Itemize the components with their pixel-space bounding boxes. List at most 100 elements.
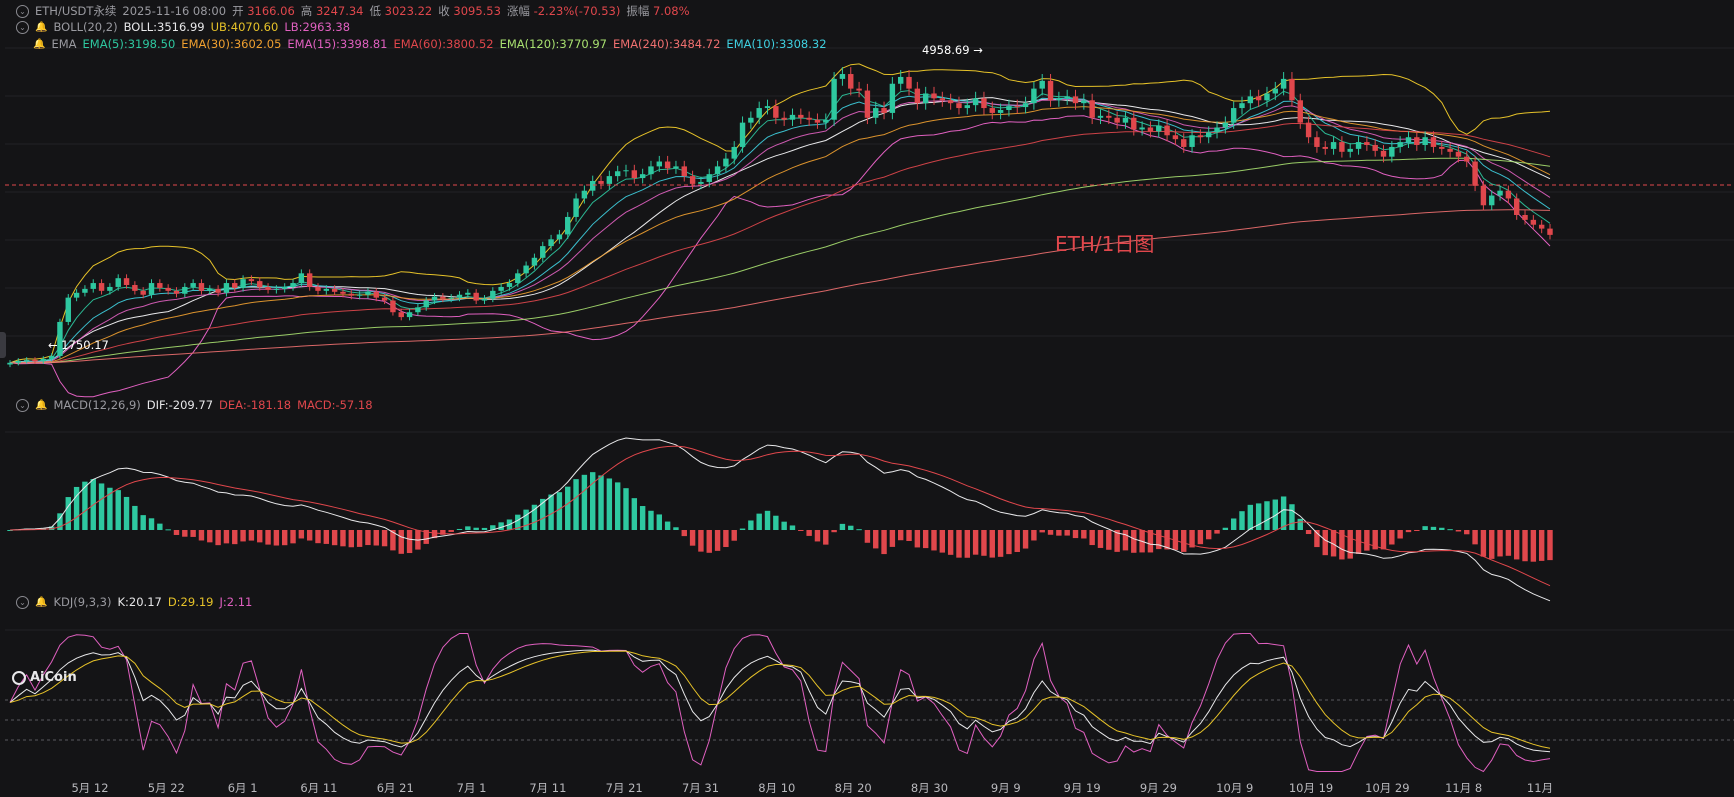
macd-bar <box>1106 530 1112 550</box>
macd-bar <box>839 523 846 530</box>
macd-bar <box>1497 530 1503 557</box>
candle-body <box>1305 122 1312 138</box>
candle-body <box>1230 108 1237 123</box>
macd-bar <box>1405 530 1412 533</box>
macd-bar <box>1122 530 1129 551</box>
chevron-down-icon[interactable]: ⌄ <box>16 595 29 609</box>
chevron-down-icon[interactable]: ⌄ <box>16 20 29 34</box>
candle-body <box>972 98 979 106</box>
macd-bar <box>281 530 288 546</box>
x-tick-label: 6月 1 <box>227 781 258 795</box>
chevron-down-icon[interactable]: ⌄ <box>16 4 29 18</box>
macd-bar <box>540 498 546 530</box>
macd-dif-line <box>9 437 1551 602</box>
macd-bar <box>1222 527 1229 530</box>
macd-bar <box>589 472 596 530</box>
macd-bar <box>1006 530 1012 555</box>
macd-bar <box>1147 530 1154 553</box>
chevron-down-icon[interactable]: ⌄ <box>16 398 29 412</box>
kdj-d: D:29.19 <box>167 595 214 609</box>
candle-body <box>1322 146 1328 149</box>
macd-bar <box>1489 530 1495 559</box>
candle-body <box>689 176 696 184</box>
candle-body <box>65 297 71 322</box>
macd-bar <box>1414 530 1420 531</box>
candle-body <box>1397 142 1403 147</box>
candle-body <box>1280 78 1287 89</box>
x-tick-label: 9月 19 <box>1063 781 1101 795</box>
macd-bar <box>1538 530 1545 561</box>
macd-bar <box>1330 530 1337 557</box>
x-tick-label: 7月 11 <box>529 781 567 795</box>
candle-body <box>914 88 921 104</box>
macd-bar <box>1047 530 1054 535</box>
candle-body <box>581 190 588 199</box>
amplitude-label: 振幅 <box>626 4 650 18</box>
candle-body <box>1181 139 1187 147</box>
macd-bar <box>997 530 1004 557</box>
ema30-value: EMA(30):3602.05 <box>181 37 282 51</box>
boll-upper-line <box>9 63 1551 364</box>
candle-body <box>331 288 338 292</box>
macd-panel <box>7 437 1553 602</box>
macd-bar <box>1181 530 1187 552</box>
bell-icon[interactable]: 🔔 <box>35 596 48 608</box>
macd-bar <box>115 490 121 530</box>
macd-bar <box>1255 503 1262 530</box>
x-tick-label: 7月 1 <box>456 781 487 795</box>
macd-bar <box>406 530 413 554</box>
candle-body <box>348 293 355 296</box>
candle-body <box>773 106 779 118</box>
macd-bar <box>664 521 671 530</box>
candle-body <box>198 283 205 291</box>
macd-bar <box>515 514 521 530</box>
candle-body <box>831 78 837 120</box>
kdj-k: K:20.17 <box>117 595 162 609</box>
macd-bar <box>556 492 563 530</box>
candle-body <box>540 246 546 258</box>
candle-body <box>232 283 238 288</box>
candle-body <box>531 257 538 266</box>
macd-bar <box>1114 530 1120 552</box>
macd-bar <box>889 530 896 547</box>
candle-body <box>1114 117 1120 123</box>
candle-body <box>157 283 163 288</box>
macd-bar <box>606 478 613 530</box>
candle-body <box>32 359 38 362</box>
macd-bar <box>1014 530 1020 552</box>
x-tick-label: 10月 19 <box>1288 781 1334 795</box>
macd-bar <box>1347 530 1353 559</box>
boll-mid: BOLL:3516.99 <box>123 20 205 34</box>
macd-bar <box>781 521 787 530</box>
macd-bar <box>348 530 355 548</box>
candle-body <box>7 362 13 365</box>
bell-icon[interactable]: 🔔 <box>35 21 48 33</box>
candle-body <box>864 90 871 118</box>
macd-bar <box>1472 530 1478 545</box>
macd-bar <box>140 515 146 530</box>
candle-body <box>714 166 721 175</box>
macd-bar <box>1355 530 1362 554</box>
candle-body <box>565 216 571 235</box>
macd-bar <box>107 487 113 530</box>
candle-body <box>1447 148 1453 152</box>
macd-bar <box>922 530 929 549</box>
candle-body <box>897 76 904 84</box>
candle-body <box>723 158 729 167</box>
macd-bar <box>365 530 371 546</box>
x-tick-label: 8月 30 <box>910 781 949 795</box>
x-tick-label: 5月 12 <box>71 781 109 795</box>
macd-bar <box>1372 530 1378 550</box>
candle-body <box>1122 117 1129 123</box>
side-drag-handle[interactable] <box>0 332 6 358</box>
candle-body <box>1247 96 1254 104</box>
candle-body <box>1164 125 1170 136</box>
bell-icon[interactable]: 🔔 <box>35 399 48 411</box>
candle-body <box>23 359 30 361</box>
macd-bar <box>65 497 71 530</box>
boll-lines <box>9 63 1551 398</box>
candle-body <box>748 117 754 123</box>
bell-icon[interactable]: 🔔 <box>33 38 46 50</box>
macd-bar <box>1455 530 1462 532</box>
